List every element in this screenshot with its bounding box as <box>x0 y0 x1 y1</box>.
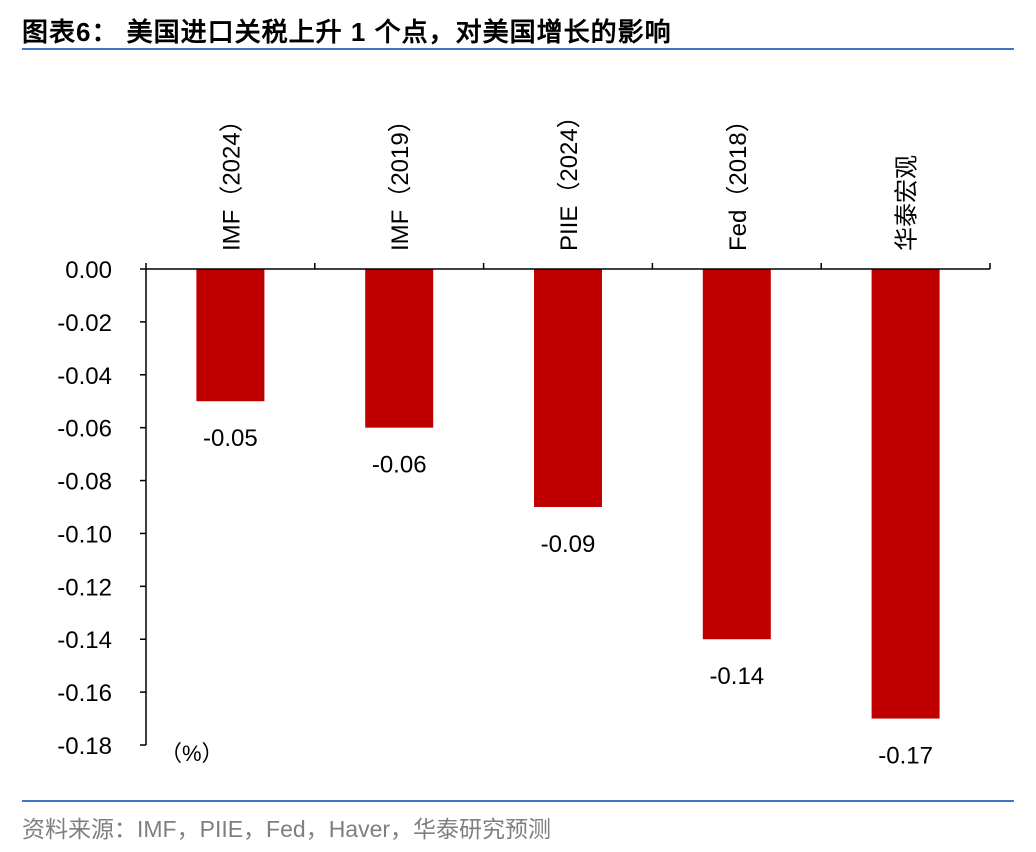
source-note: 资料来源：IMF，PIIE，Fed，Haver，华泰研究预测 <box>22 816 552 842</box>
y-tick-label: -0.08 <box>57 469 112 496</box>
y-tick-label: -0.16 <box>57 680 112 707</box>
unit-label: （%） <box>160 741 224 766</box>
y-tick-label: -0.18 <box>57 733 112 760</box>
bar <box>196 269 265 402</box>
category-label: PIIE（2024） <box>556 104 583 251</box>
category-label: Fed（2018） <box>725 108 752 251</box>
bar <box>702 269 771 640</box>
bar <box>871 269 940 719</box>
data-label: -0.17 <box>878 743 933 770</box>
source-divider <box>22 800 1014 802</box>
title-divider <box>22 48 1014 50</box>
y-tick-label: -0.06 <box>57 416 112 443</box>
y-tick-label: -0.10 <box>57 521 112 548</box>
category-label: IMF（2019） <box>387 108 414 251</box>
category-label: IMF（2024） <box>218 108 245 251</box>
category-label: 华泰宏观 <box>894 155 921 251</box>
data-label: -0.06 <box>372 452 427 479</box>
bar-chart: 0.00 -0.02 -0.04 -0.06 -0.08 -0.10 -0.12 -0.14 -… <box>57 104 991 770</box>
data-label: -0.05 <box>203 425 258 452</box>
data-label: -0.14 <box>709 663 764 690</box>
chart-title: 图表6： 美国进口关税上升 1 个点，对美国增长的影响 <box>22 17 672 47</box>
bar <box>534 269 602 507</box>
y-tick-label: -0.02 <box>57 310 112 337</box>
y-tick-label: 0.00 <box>65 257 112 284</box>
data-label: -0.09 <box>541 531 596 558</box>
bar <box>365 269 434 428</box>
y-tick-label: -0.14 <box>57 627 112 654</box>
y-tick-label: -0.12 <box>57 574 112 601</box>
y-tick-label: -0.04 <box>57 363 112 390</box>
